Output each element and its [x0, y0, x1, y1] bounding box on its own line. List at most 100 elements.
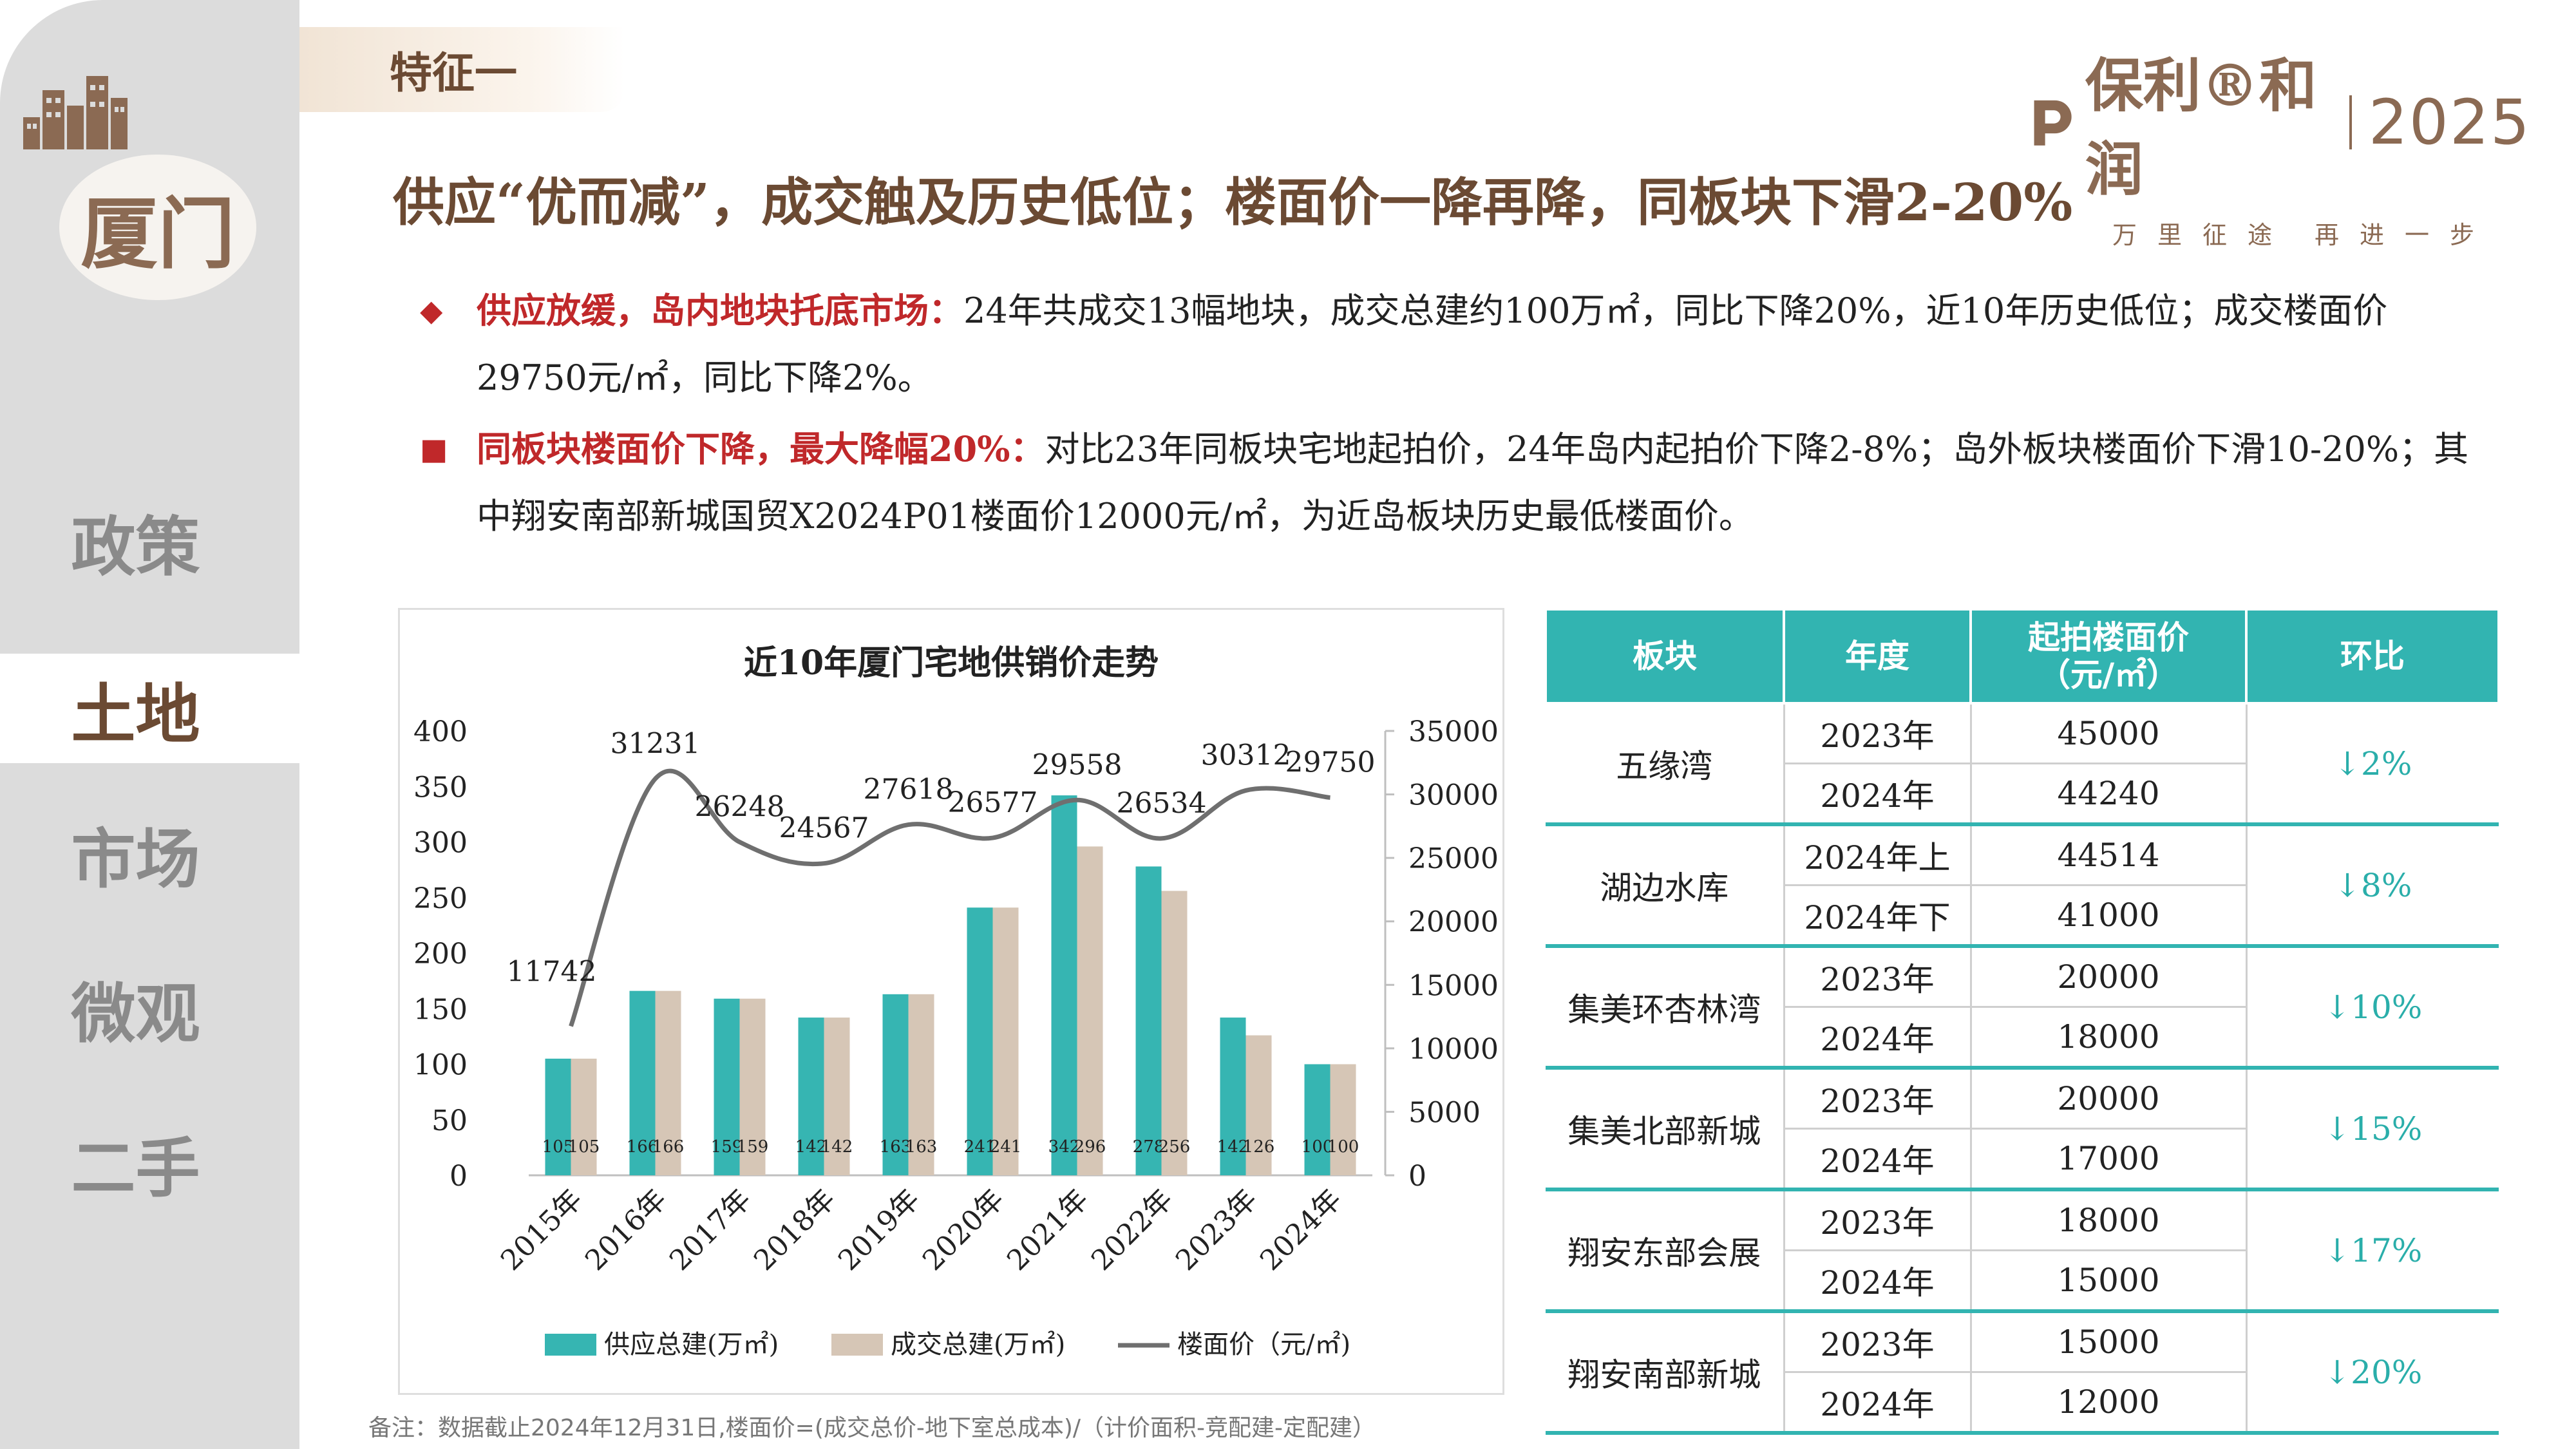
y-right-tick-label: 25000: [1408, 842, 1499, 875]
bar-value-label: 256: [1159, 1137, 1191, 1157]
sidebar: 厦门 政策 土地 市场 微观 二手: [0, 0, 299, 1449]
bar-value-label: 105: [542, 1137, 574, 1157]
bar-deal: [1161, 891, 1188, 1175]
y-left-tick-label: 50: [431, 1104, 468, 1137]
table-row: 翔安东部会展 2023年 18000 ↓17%: [1546, 1189, 2499, 1313]
nav-item-micro[interactable]: 微观: [71, 975, 200, 1052]
legend-swatch: [545, 1334, 596, 1356]
y-left-tick-label: 250: [413, 882, 468, 915]
cell-ratio: ↓20%: [2246, 1311, 2499, 1435]
cell-price: 15000: [1971, 1250, 2248, 1313]
line-value-label: 29558: [1032, 748, 1122, 781]
bar-value-label: 166: [627, 1137, 659, 1157]
table-row: 湖边水库 2024年上 44514 ↓8%: [1546, 824, 2499, 948]
line-value-label: 24567: [779, 812, 869, 845]
bar-value-label: 241: [990, 1137, 1022, 1157]
col-header-ratio: 环比: [2245, 608, 2500, 705]
y-left-tick-label: 150: [413, 993, 468, 1026]
nav-item-land[interactable]: 土地: [0, 654, 299, 763]
cell-price: 12000: [1971, 1372, 2248, 1435]
table-row: 集美环杏林湾 2023年 20000 ↓10%: [1546, 946, 2499, 1070]
logo-brand-text: 保利®和润: [2085, 52, 2317, 204]
price-line: [569, 768, 1331, 1027]
table-row: 2024年 17000: [1546, 1128, 2499, 1191]
y-right-tick-label: 10000: [1408, 1033, 1499, 1066]
diamond-bullet-icon: ◆: [420, 293, 443, 328]
bar-value-label: 166: [652, 1137, 685, 1157]
bar-value-label: 159: [737, 1137, 769, 1157]
cell-price: 18000: [1971, 1007, 2248, 1070]
line-value-label: 11742: [507, 956, 597, 989]
x-tick-label: 2018年: [748, 1183, 842, 1277]
table-row: 2024年 44240: [1546, 763, 2499, 826]
cell-price: 20000: [1971, 946, 2248, 1008]
bar-deal: [824, 1018, 850, 1175]
y-right-tick-label: 15000: [1408, 969, 1499, 1002]
logo-divider: [2349, 95, 2352, 149]
bar-value-label: 142: [795, 1137, 828, 1157]
cell-block: 五缘湾: [1546, 703, 1785, 826]
bullet-text: 24年共成交13幅地块，成交总建约100万㎡，同比下降20%，近10年历史低位；…: [477, 290, 2388, 398]
bar-value-label: 142: [1217, 1137, 1249, 1157]
cell-ratio: ↓8%: [2246, 824, 2499, 948]
cell-ratio: ↓17%: [2246, 1189, 2499, 1313]
section-tag: 特征一: [299, 27, 625, 112]
city-buildings-icon: [23, 76, 128, 149]
x-tick-label: 2021年: [1001, 1183, 1095, 1277]
bar-deal: [739, 998, 766, 1175]
y-left-tick-label: 400: [413, 715, 468, 748]
bullet-list: ◆ 供应放缓，岛内地块托底市场：24年共成交13幅地块，成交总建约100万㎡，同…: [412, 277, 2473, 554]
x-tick-label: 2022年: [1085, 1183, 1179, 1277]
nav-item-market[interactable]: 市场: [71, 820, 200, 897]
cell-year: 2023年: [1784, 1311, 1972, 1373]
legend-label: 楼面价（元/㎡): [1177, 1330, 1350, 1359]
bar-supply: [798, 1018, 824, 1175]
cell-year: 2023年: [1784, 1068, 1972, 1130]
bar-supply: [967, 907, 993, 1175]
y-right-tick-label: 5000: [1408, 1096, 1481, 1129]
bar-deal: [992, 907, 1019, 1175]
table-row: 集美北部新城 2023年 20000 ↓15%: [1546, 1068, 2499, 1191]
line-value-label: 26577: [948, 786, 1038, 819]
cell-ratio: ↓2%: [2246, 703, 2499, 826]
bar-deal: [1330, 1064, 1356, 1175]
bar-value-label: 241: [964, 1137, 996, 1157]
cell-price: 45000: [1971, 703, 2248, 764]
cell-price: 41000: [1971, 885, 2248, 948]
cell-year: 2024年: [1784, 1250, 1972, 1313]
city-name: 厦门: [59, 155, 256, 300]
bar-value-label: 100: [1327, 1137, 1359, 1157]
bar-value-label: 278: [1133, 1137, 1165, 1157]
line-value-label: 31231: [611, 727, 701, 760]
chart-title: 近10年厦门宅地供销价走势: [743, 643, 1159, 683]
table-row: 2024年 18000: [1546, 1007, 2499, 1070]
bar-value-label: 100: [1302, 1137, 1334, 1157]
bullet-lead: 供应放缓，岛内地块托底市场：: [477, 290, 963, 331]
cell-ratio: ↓15%: [2246, 1068, 2499, 1191]
bar-supply: [545, 1058, 571, 1175]
bar-value-label: 105: [568, 1137, 600, 1157]
data-table: 板块 年度 起拍楼面价 （元/㎡） 环比 五缘湾 2023年 45000 ↓2% 2024…: [1544, 608, 2500, 1435]
bar-value-label: 159: [711, 1137, 743, 1157]
cell-price: 44240: [1971, 763, 2248, 826]
line-value-label: 26534: [1117, 787, 1207, 820]
bullet-supply: ◆ 供应放缓，岛内地块托底市场：24年共成交13幅地块，成交总建约100万㎡，同…: [412, 277, 2473, 412]
bar-supply: [1220, 1018, 1246, 1175]
table-row: 2024年 15000: [1546, 1250, 2499, 1313]
bullet-lead: 同板块楼面价下降，最大降幅20%：: [477, 428, 1045, 469]
bar-value-label: 163: [905, 1137, 938, 1157]
bar-value-label: 342: [1048, 1137, 1081, 1157]
bar-supply: [714, 998, 740, 1175]
nav-item-policy[interactable]: 政策: [71, 508, 200, 585]
price-table: 板块 年度 起拍楼面价 （元/㎡） 环比 五缘湾 2023年 45000 ↓2% 2024…: [1544, 608, 2500, 1435]
nav-item-secondhand[interactable]: 二手: [71, 1130, 200, 1206]
table-row: 2024年 12000: [1546, 1372, 2499, 1435]
logo-slogan-right: 再进一步: [2315, 221, 2496, 249]
cell-year: 2024年: [1784, 1007, 1972, 1070]
cell-year: 2023年: [1784, 703, 1972, 764]
x-tick-label: 2017年: [663, 1183, 757, 1277]
cell-year: 2023年: [1784, 946, 1972, 1008]
poly-logo-icon: [2034, 100, 2072, 146]
y-left-tick-label: 200: [413, 938, 468, 971]
cell-year: 2024年: [1784, 1372, 1972, 1435]
